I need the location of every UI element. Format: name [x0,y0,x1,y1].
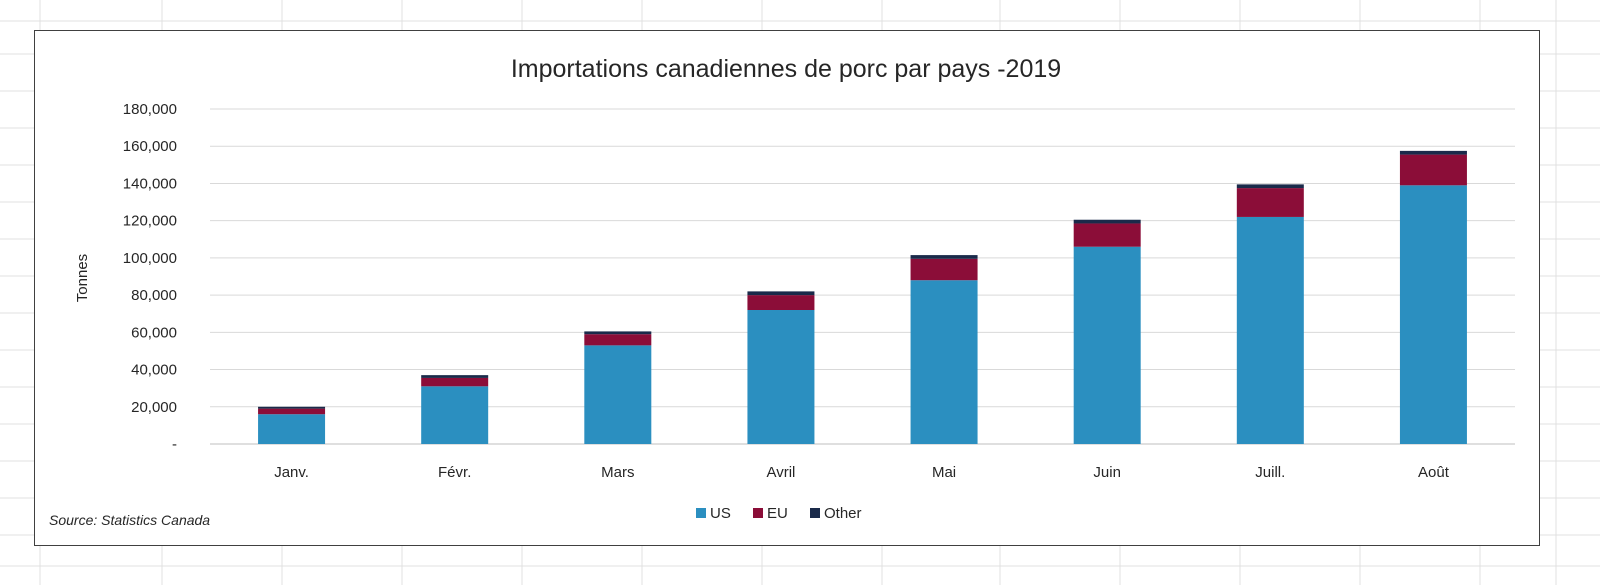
bar-eu [1073,223,1141,247]
bar-us [258,414,326,444]
legend-label-eu: EU [767,505,788,522]
y-tick-labels: - 20,000 40,000 60,000 80,000 100,000 120,000 1… [123,101,177,453]
chart-area[interactable]: Importations canadiennes de porc par pay… [34,30,1540,546]
x-tick-label: Juin [1093,464,1121,481]
bar-other [1236,184,1304,189]
x-tick-label: Févr. [438,464,471,481]
bar-us [1399,185,1467,445]
chart-title: Importations canadiennes de porc par pay… [511,55,1061,83]
y-tick-label: 160,000 [123,138,177,155]
bar-stacks [258,150,1467,445]
y-tick-label: 120,000 [123,213,177,230]
bar-other [258,406,326,409]
bar-eu [747,295,815,310]
x-tick-label: Juill. [1255,464,1285,481]
bar-us [747,310,815,444]
chart-svg: Importations canadiennes de porc par pay… [49,55,1515,528]
bar-us [1073,246,1141,444]
x-tick-label: Août [1418,464,1450,481]
y-tick-label: 80,000 [131,287,177,304]
y-axis-title: Tonnes [74,254,91,302]
legend-swatch-eu [753,508,763,518]
x-tick-label: Mai [932,464,956,481]
bar-other [1073,219,1141,224]
x-tick-label: Janv. [274,464,309,481]
y-tick-label: - [172,436,177,453]
bar-eu [910,258,978,281]
bar-other [1399,150,1467,155]
legend-label-us: US [710,505,731,522]
legend-swatch-us [696,508,706,518]
legend-label-other: Other [824,505,862,522]
y-tick-label: 180,000 [123,101,177,118]
y-gridlines [210,108,1515,445]
x-tick-label: Avril [766,464,795,481]
y-tick-label: 40,000 [131,362,177,379]
bar-us [584,345,652,444]
bar-eu [584,334,652,346]
bar-other [421,375,489,378]
bar-us [910,280,978,444]
bar-other [747,291,815,296]
bar-eu [1399,154,1467,186]
bar-us [1236,216,1304,444]
bar-other [584,331,652,335]
y-tick-label: 20,000 [131,399,177,416]
y-tick-label: 140,000 [123,175,177,192]
legend-swatch-other [810,508,820,518]
bar-other [910,255,978,259]
bar-eu [421,377,489,387]
bar-eu [258,408,326,415]
x-tick-label: Mars [601,464,634,481]
legend[interactable]: US EU Other [696,505,862,522]
x-tick-labels: Janv. Févr. Mars Avril Mai Juin Juill. Août [274,464,1450,481]
bar-us [421,386,489,444]
bar-eu [1236,188,1304,217]
y-tick-label: 60,000 [131,324,177,341]
source-note: Source: Statistics Canada [49,512,210,528]
y-tick-label: 100,000 [123,250,177,267]
